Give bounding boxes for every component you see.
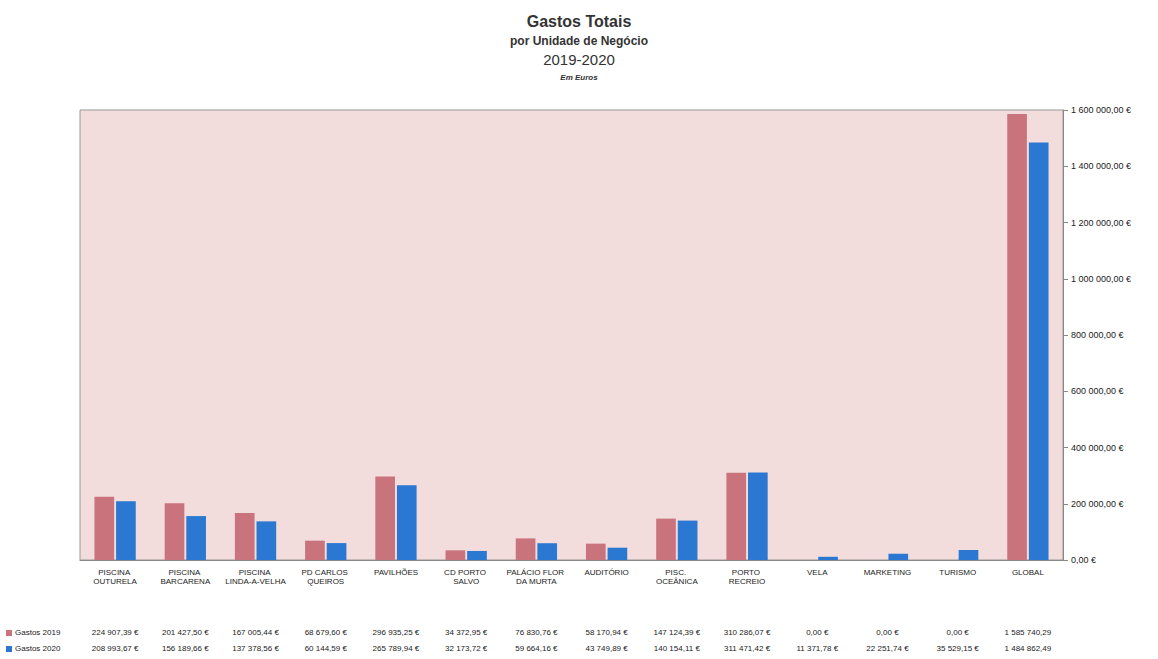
- svg-text:1 484 862,49: 1 484 862,49: [1005, 644, 1052, 653]
- svg-text:Gastos Totais: Gastos Totais: [527, 13, 632, 30]
- svg-text:0,00 €: 0,00 €: [1071, 555, 1096, 565]
- svg-text:PAVILHÕES: PAVILHÕES: [374, 568, 418, 577]
- svg-text:BARCARENA: BARCARENA: [160, 577, 210, 586]
- svg-text:0,00 €: 0,00 €: [947, 628, 970, 637]
- svg-text:1 000 000,00 €: 1 000 000,00 €: [1071, 274, 1131, 284]
- svg-text:OCEÂNICA: OCEÂNICA: [656, 577, 698, 586]
- svg-text:208 993,67 €: 208 993,67 €: [92, 644, 139, 653]
- svg-text:PALÁCIO FLOR: PALÁCIO FLOR: [506, 568, 566, 577]
- svg-text:0,00 €: 0,00 €: [806, 628, 829, 637]
- svg-text:1 200 000,00 €: 1 200 000,00 €: [1071, 218, 1131, 228]
- svg-text:PISC.: PISC.: [665, 568, 688, 577]
- svg-text:PISCINA: PISCINA: [168, 568, 202, 577]
- svg-text:224 907,39 €: 224 907,39 €: [92, 628, 139, 637]
- svg-text:400 000,00 €: 400 000,00 €: [1071, 443, 1124, 453]
- svg-text:por Unidade de Negócio: por Unidade de Negócio: [510, 34, 648, 48]
- svg-text:201 427,50 €: 201 427,50 €: [162, 628, 209, 637]
- svg-text:147 124,39 €: 147 124,39 €: [653, 628, 700, 637]
- svg-text:32 173,72 €: 32 173,72 €: [445, 644, 488, 653]
- svg-text:140 154,11 €: 140 154,11 €: [654, 644, 701, 653]
- svg-text:60 144,59 €: 60 144,59 €: [305, 644, 348, 653]
- svg-text:265 789,94 €: 265 789,94 €: [373, 644, 420, 653]
- svg-text:MARKETING: MARKETING: [864, 568, 912, 577]
- svg-text:137 378,56 €: 137 378,56 €: [232, 644, 279, 653]
- svg-text:QUEIROS: QUEIROS: [307, 577, 344, 586]
- svg-text:PD CARLOS: PD CARLOS: [302, 568, 350, 577]
- svg-text:TURISMO: TURISMO: [939, 568, 976, 577]
- svg-text:200 000,00 €: 200 000,00 €: [1071, 499, 1124, 509]
- svg-text:43 749,89 €: 43 749,89 €: [585, 644, 628, 653]
- svg-text:AUDITÓRIO: AUDITÓRIO: [584, 568, 628, 577]
- svg-text:PORTO: PORTO: [732, 568, 762, 577]
- svg-text:76 830,76 €: 76 830,76 €: [515, 628, 558, 637]
- svg-text:0,00 €: 0,00 €: [876, 628, 899, 637]
- svg-text:OUTURELA: OUTURELA: [93, 577, 137, 586]
- svg-text:310 286,07 €: 310 286,07 €: [724, 628, 771, 637]
- svg-text:2019-2020: 2019-2020: [543, 51, 615, 68]
- svg-text:1 585 740,29: 1 585 740,29: [1005, 628, 1052, 637]
- svg-text:311 471,42 €: 311 471,42 €: [724, 644, 771, 653]
- svg-text:600 000,00 €: 600 000,00 €: [1071, 386, 1124, 396]
- svg-text:35 529,15 €: 35 529,15 €: [937, 644, 980, 653]
- svg-text:59 664,16 €: 59 664,16 €: [515, 644, 558, 653]
- svg-text:PISCINA: PISCINA: [239, 568, 273, 577]
- svg-text:Gastos 2019: Gastos 2019: [15, 628, 61, 637]
- svg-text:22 251,74 €: 22 251,74 €: [866, 644, 909, 653]
- svg-text:RECREIO: RECREIO: [729, 577, 765, 586]
- svg-text:Gastos 2020: Gastos 2020: [15, 644, 61, 653]
- svg-text:Em Euros: Em Euros: [560, 73, 598, 82]
- svg-text:SALVO: SALVO: [453, 577, 479, 586]
- svg-text:58 170,94 €: 58 170,94 €: [585, 628, 628, 637]
- svg-text:VELA: VELA: [807, 568, 828, 577]
- svg-text:156 189,66 €: 156 189,66 €: [162, 644, 209, 653]
- svg-text:DA MURTA: DA MURTA: [516, 577, 557, 586]
- svg-text:1 600 000,00 €: 1 600 000,00 €: [1071, 105, 1131, 115]
- svg-text:167 005,44 €: 167 005,44 €: [232, 628, 279, 637]
- svg-text:CD PORTO: CD PORTO: [444, 568, 488, 577]
- svg-text:800 000,00 €: 800 000,00 €: [1071, 330, 1124, 340]
- svg-text:PISCINA: PISCINA: [98, 568, 132, 577]
- svg-text:LINDA-A-VELHA: LINDA-A-VELHA: [225, 577, 286, 586]
- svg-text:68 679,60 €: 68 679,60 €: [305, 628, 348, 637]
- svg-text:11 371,78 €: 11 371,78 €: [796, 644, 838, 653]
- svg-text:296 935,25 €: 296 935,25 €: [373, 628, 420, 637]
- svg-text:GLOBAL: GLOBAL: [1012, 568, 1045, 577]
- svg-text:1 400 000,00 €: 1 400 000,00 €: [1071, 161, 1131, 171]
- svg-text:34 372,95 €: 34 372,95 €: [445, 628, 488, 637]
